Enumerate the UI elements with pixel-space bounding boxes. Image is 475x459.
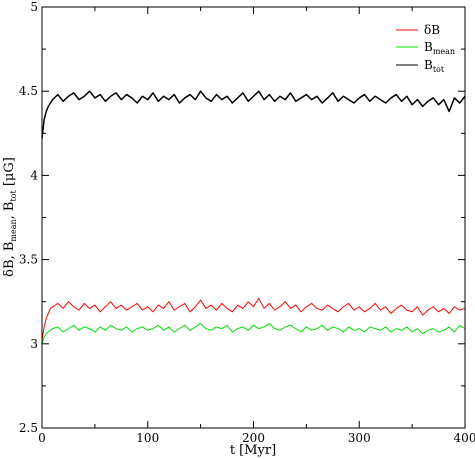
- axis-layer: 0 100 200 300 400 2.5 3 3.5 4 4.5 5: [19, 0, 475, 445]
- legend-label-b-mean: Bmean: [424, 40, 455, 56]
- y-tick-label: 3: [30, 337, 38, 351]
- x-tick-label: 100: [136, 431, 159, 445]
- series-layer: [41, 90, 466, 344]
- y-tick-label: 4: [30, 168, 38, 182]
- x-tick-label: 200: [242, 431, 265, 445]
- series-line-b-mean: [41, 323, 466, 344]
- plot-frame: [41, 6, 466, 429]
- y-axis-label: δB, Bmean, Btot [μG]: [2, 157, 18, 277]
- y-tick-label: 5: [30, 0, 38, 14]
- series-line-b-tot: [41, 90, 466, 139]
- x-tick-label: 0: [38, 431, 46, 445]
- legend-label-delta-b: δB: [424, 23, 440, 37]
- x-tick-label: 300: [348, 431, 371, 445]
- series-line-delta-b: [41, 297, 466, 341]
- y-tick-label: 4.5: [19, 84, 38, 98]
- legend-label-b-tot: Btot: [424, 58, 445, 74]
- y-tick-label: 3.5: [19, 253, 38, 267]
- x-axis-label: t [Myr]: [230, 443, 276, 458]
- y-tick-label: 2.5: [19, 421, 38, 435]
- legend: δB Bmean Btot: [396, 23, 455, 74]
- x-tick-label: 400: [454, 431, 475, 445]
